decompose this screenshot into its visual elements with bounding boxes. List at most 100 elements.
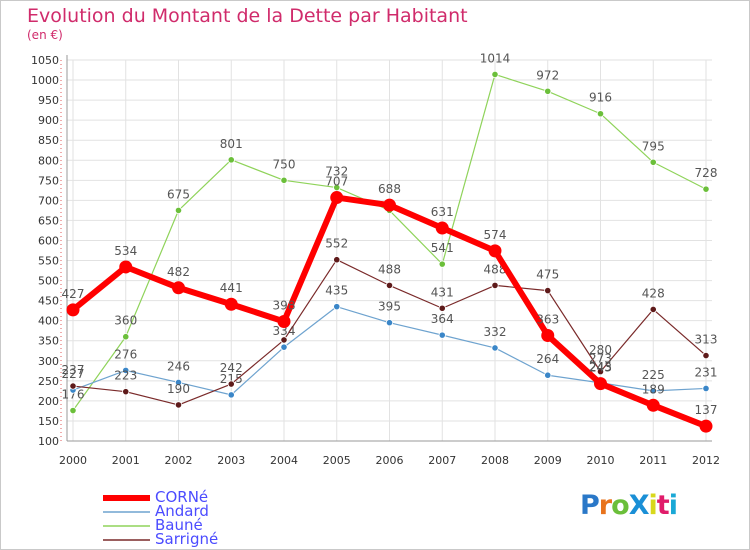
data-label-andard: 364 — [431, 312, 454, 326]
y-tick-label: 1000 — [31, 74, 59, 87]
data-point-andard — [702, 384, 710, 393]
data-point-sarrign — [596, 368, 605, 376]
data-point-sarrign — [174, 401, 183, 409]
data-label-sarrign: 475 — [536, 268, 559, 282]
data-label-baun: 1014 — [480, 51, 511, 65]
data-label-sarrign: 242 — [220, 361, 243, 375]
data-label-sarrign: 237 — [62, 363, 85, 377]
data-label-sarrign: 431 — [431, 285, 454, 299]
data-point-andard — [649, 387, 657, 395]
data-point-baun — [122, 333, 130, 341]
data-point-baun — [227, 156, 235, 164]
data-point-andard — [438, 331, 446, 339]
data-point-andard — [333, 303, 341, 311]
data-label-baun: 916 — [589, 91, 612, 105]
y-tick-label: 150 — [38, 415, 59, 428]
data-label-corn: 398 — [273, 298, 296, 312]
data-label-corn: 574 — [484, 228, 507, 242]
x-tick-label: 2009 — [534, 454, 562, 467]
x-tick-label: 2006 — [376, 454, 404, 467]
data-label-andard: 231 — [695, 365, 718, 379]
data-label-andard: 332 — [484, 325, 507, 339]
data-label-sarrign: 428 — [642, 286, 665, 300]
y-tick-label: 300 — [38, 355, 59, 368]
proxiti-logo: ProXiti — [580, 490, 678, 521]
legend-label: Sarrigné — [155, 530, 219, 548]
data-point-andard — [491, 344, 499, 352]
data-point-corn — [699, 419, 713, 433]
x-tick-label: 2010 — [587, 454, 615, 467]
data-point-corn — [277, 314, 291, 328]
data-point-sarrign — [702, 351, 710, 360]
data-label-baun: 360 — [114, 314, 137, 328]
y-tick-label: 650 — [38, 214, 59, 227]
data-point-sarrign — [491, 281, 499, 289]
data-label-sarrign: 552 — [325, 237, 348, 251]
data-point-corn — [224, 297, 238, 311]
data-label-andard: 225 — [642, 368, 665, 382]
y-tick-label: 350 — [38, 335, 59, 348]
y-tick-label: 950 — [38, 94, 59, 107]
logo-letter: X — [628, 490, 650, 521]
data-point-baun — [280, 176, 288, 184]
data-label-baun: 732 — [325, 165, 348, 179]
data-label-sarrign: 488 — [378, 262, 401, 276]
x-tick-label: 2011 — [639, 454, 667, 467]
y-tick-label: 250 — [38, 375, 59, 388]
data-point-corn — [435, 221, 449, 235]
y-tick-label: 100 — [38, 435, 59, 448]
y-tick-label: 550 — [38, 255, 59, 268]
data-label-baun: 728 — [695, 166, 718, 180]
data-point-andard — [385, 319, 394, 327]
data-label-baun: 675 — [167, 187, 190, 201]
data-label-andard: 435 — [325, 284, 348, 298]
logo-letter: i — [648, 490, 658, 521]
x-tick-label: 2007 — [428, 454, 456, 467]
data-label-baun: 750 — [273, 157, 296, 171]
data-label-andard: 227 — [62, 367, 85, 381]
data-point-sarrign — [280, 336, 288, 344]
data-point-baun — [491, 70, 499, 79]
data-point-baun — [174, 206, 183, 214]
data-point-baun — [438, 260, 446, 268]
data-point-corn — [594, 377, 607, 391]
data-point-sarrign — [544, 287, 552, 295]
data-label-corn: 189 — [642, 382, 665, 396]
data-point-andard — [227, 391, 235, 399]
data-point-corn — [383, 198, 396, 212]
data-label-andard: 276 — [114, 347, 137, 361]
data-label-corn: 243 — [589, 361, 612, 375]
data-label-andard: 395 — [378, 300, 401, 314]
x-tick-label: 2001 — [112, 454, 140, 467]
data-label-corn: 363 — [536, 313, 559, 327]
x-tick-label: 2000 — [59, 454, 87, 467]
data-label-sarrign: 190 — [167, 382, 190, 396]
data-point-baun — [333, 183, 341, 192]
data-label-andard: 215 — [220, 372, 243, 386]
data-point-sarrign — [649, 305, 657, 314]
chart-title: Evolution du Montant de la Dette par Hab… — [27, 5, 468, 27]
data-label-corn: 427 — [62, 287, 85, 301]
logo-letter: P — [580, 490, 600, 521]
data-point-corn — [172, 281, 185, 295]
data-label-andard: 264 — [536, 352, 559, 366]
data-label-baun: 176 — [62, 388, 85, 402]
data-point-corn — [66, 303, 80, 317]
y-tick-label: 900 — [38, 114, 59, 127]
data-point-baun — [544, 87, 552, 95]
y-tick-label: 450 — [38, 295, 59, 308]
data-point-sarrign — [385, 281, 394, 289]
data-label-baun: 972 — [536, 68, 559, 82]
legend-label: Bauné — [155, 516, 203, 534]
data-label-andard: 246 — [167, 359, 190, 373]
y-tick-label: 800 — [38, 154, 59, 167]
x-tick-label: 2008 — [481, 454, 509, 467]
x-tick-label: 2003 — [217, 454, 245, 467]
legend-label: CORNé — [155, 488, 209, 506]
x-tick-label: 2004 — [270, 454, 298, 467]
y-tick-label: 850 — [38, 134, 59, 147]
y-tick-label: 700 — [38, 194, 59, 207]
data-label-sarrign: 313 — [695, 333, 718, 347]
